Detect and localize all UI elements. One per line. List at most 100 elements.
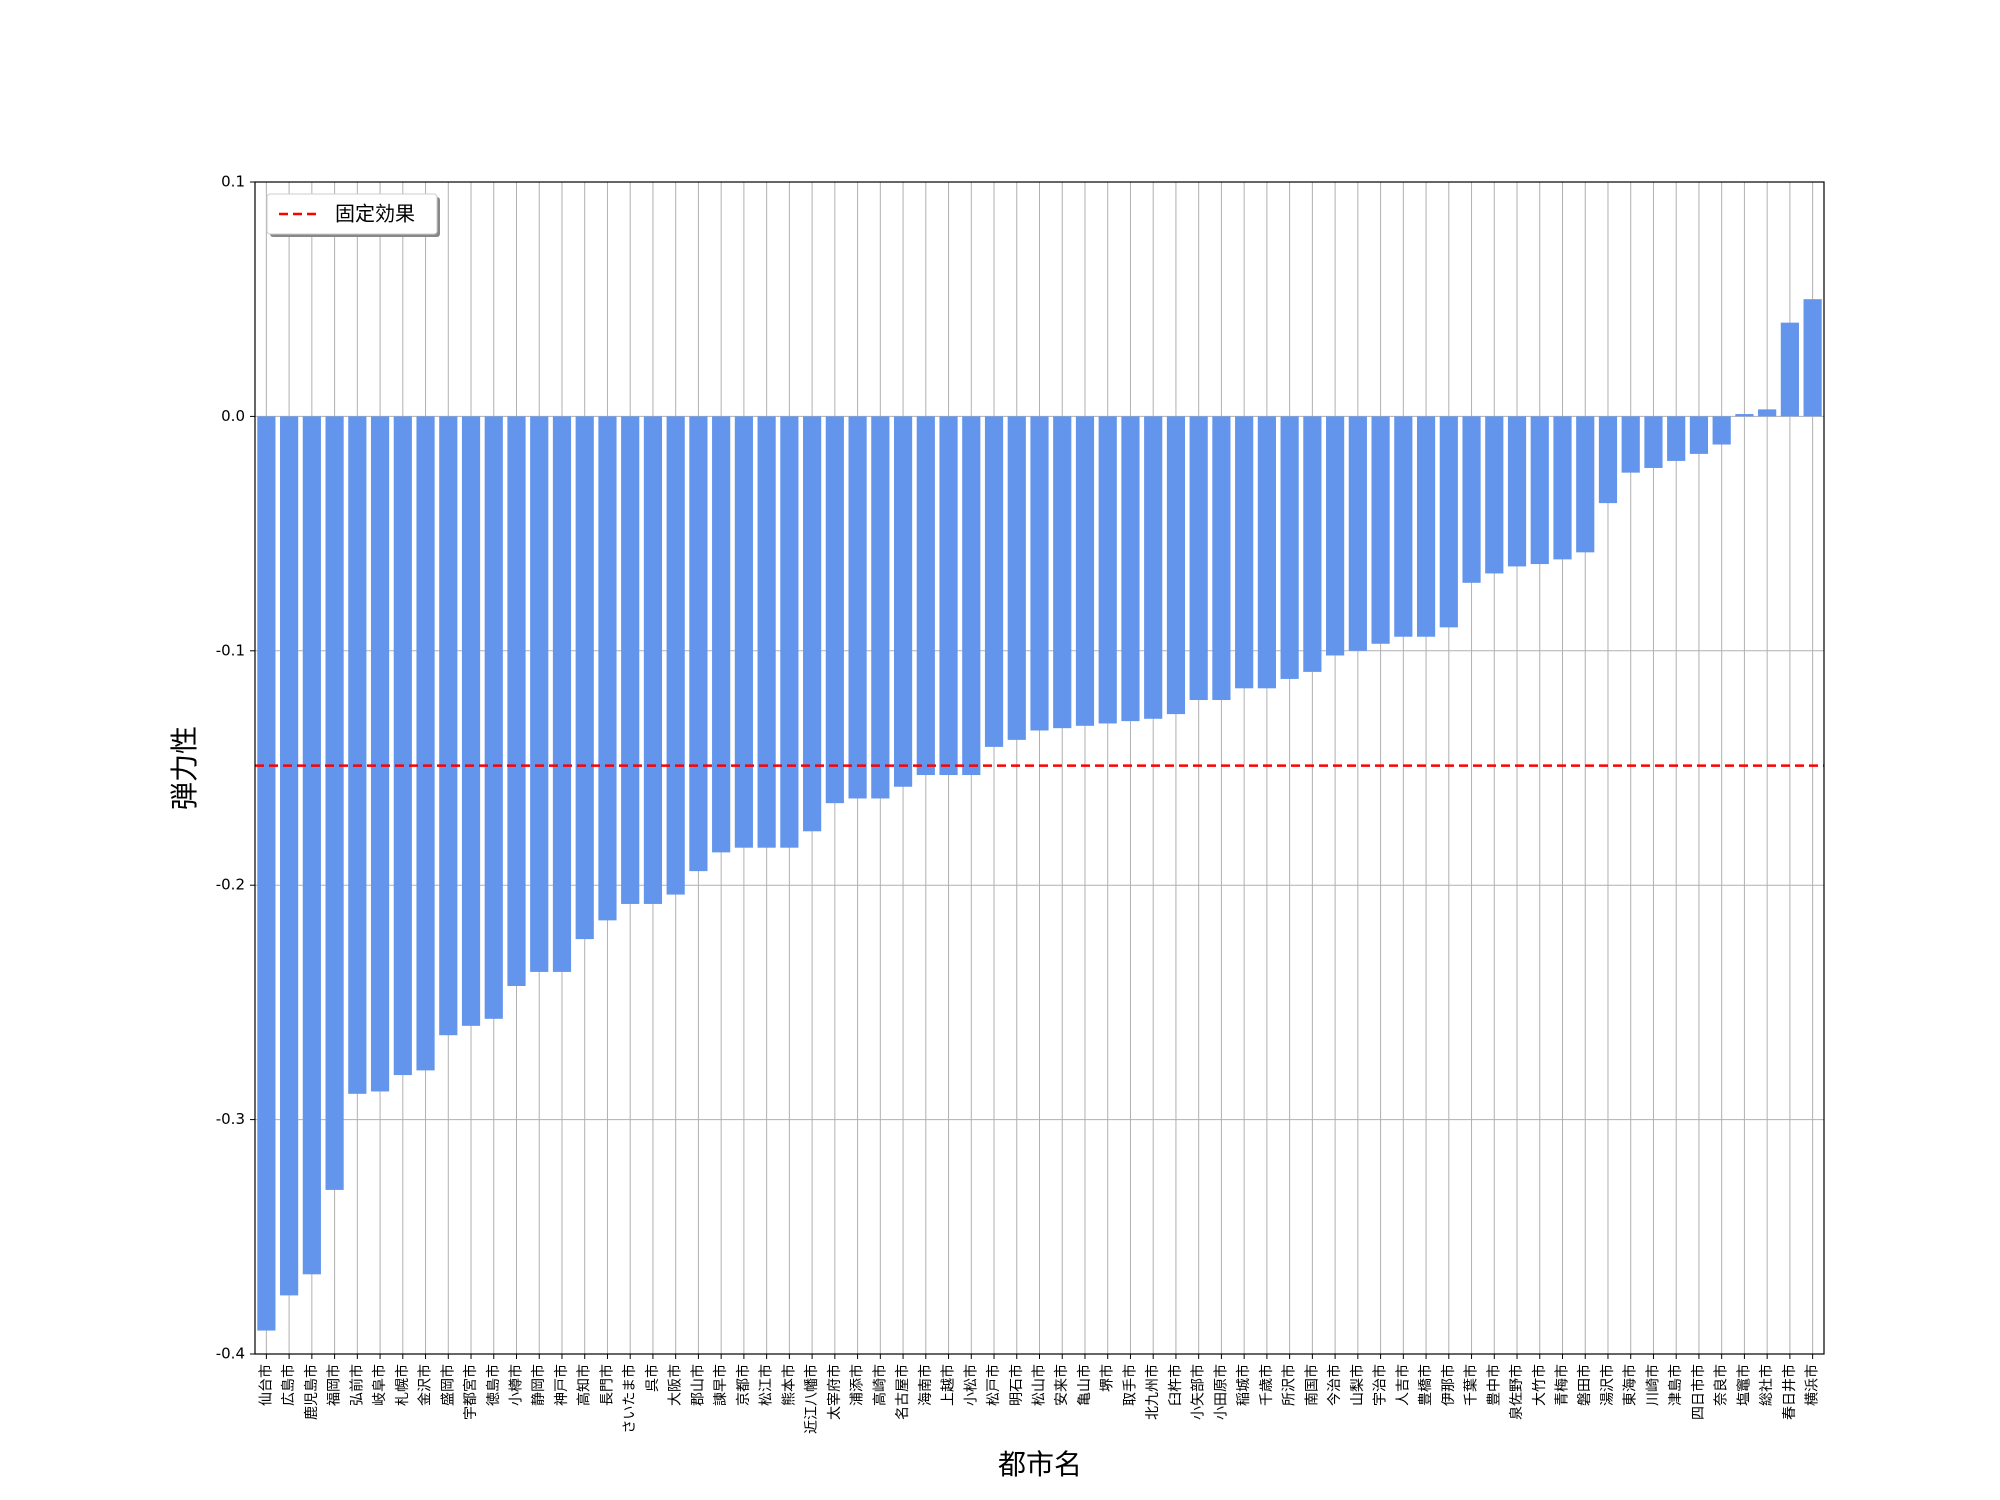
bar	[1348, 416, 1367, 651]
x-tick-label: 今治市	[1326, 1364, 1343, 1406]
bar	[507, 416, 526, 986]
bar	[1394, 416, 1413, 637]
x-tick-label: 上越市	[940, 1364, 957, 1406]
x-tick-label: 取手市	[1121, 1364, 1138, 1406]
x-tick-label: 人吉市	[1394, 1364, 1411, 1406]
bar	[575, 416, 594, 940]
y-tick-label: -0.4	[216, 1345, 245, 1363]
x-tick-label: 太宰府市	[826, 1364, 843, 1420]
x-tick-label: 高崎市	[871, 1364, 888, 1406]
y-tick-label: -0.3	[216, 1110, 245, 1128]
x-tick-label: 盛岡市	[439, 1364, 456, 1406]
x-tick-label: 東海市	[1622, 1364, 1639, 1406]
x-tick-label: 伊那市	[1440, 1364, 1457, 1406]
bar	[1257, 416, 1276, 689]
bar	[348, 416, 367, 1094]
bar	[712, 416, 731, 853]
bar	[598, 416, 617, 921]
x-tick-label: 山梨市	[1349, 1364, 1366, 1406]
bar	[666, 416, 685, 895]
bar	[803, 416, 822, 832]
bar	[1553, 416, 1572, 560]
x-tick-label: 長門市	[598, 1364, 615, 1406]
x-tick-label: 弘前市	[348, 1364, 365, 1406]
bar	[1598, 416, 1618, 504]
x-tick-label: 奈良市	[1713, 1364, 1730, 1406]
y-tick-label: -0.1	[216, 641, 245, 659]
bar	[1235, 416, 1254, 689]
bar	[916, 416, 935, 776]
bar	[1053, 416, 1072, 729]
bar	[757, 416, 776, 848]
bar	[1576, 416, 1595, 553]
bar	[1485, 416, 1504, 574]
bar	[1416, 416, 1436, 637]
x-tick-label: 所沢市	[1281, 1364, 1298, 1406]
y-tick-label: 0.1	[221, 173, 245, 191]
bar	[780, 416, 799, 848]
bar	[689, 416, 708, 872]
bar	[1644, 416, 1663, 468]
bar	[530, 416, 549, 972]
x-tick-label: 千葉市	[1463, 1364, 1480, 1406]
x-tick-label: 熊本市	[780, 1364, 797, 1406]
x-tick-label: 鹿児島市	[303, 1364, 320, 1420]
bar	[1212, 416, 1231, 701]
x-tick-label: 金沢市	[417, 1364, 434, 1406]
x-tick-label: 千歳市	[1258, 1364, 1275, 1406]
x-tick-label: 安来市	[1053, 1364, 1070, 1406]
bar	[1667, 416, 1686, 461]
x-tick-label: 宇都宮市	[462, 1364, 479, 1420]
x-tick-label: 小松市	[962, 1364, 979, 1406]
bar	[1121, 416, 1140, 722]
bar	[1439, 416, 1458, 628]
x-tick-label: 春日井市	[1781, 1364, 1798, 1420]
bar	[825, 416, 844, 804]
x-tick-label: 総社市	[1758, 1364, 1775, 1406]
bar	[893, 416, 913, 787]
bar	[1007, 416, 1026, 740]
bar	[1030, 416, 1049, 731]
x-tick-label: 仙台市	[257, 1364, 274, 1406]
x-tick-label: 諫早市	[712, 1364, 729, 1406]
x-tick-label: 近江八幡市	[803, 1364, 820, 1434]
x-tick-label: 塩竈市	[1735, 1364, 1752, 1406]
bar	[643, 416, 663, 904]
x-tick-label: 磐田市	[1576, 1364, 1593, 1406]
x-tick-label: 福岡市	[326, 1364, 343, 1406]
bar	[1326, 416, 1345, 656]
x-tick-label: 稲城市	[1235, 1364, 1252, 1406]
legend-label: 固定効果	[335, 202, 415, 226]
bar	[1712, 416, 1731, 445]
bar	[552, 416, 572, 972]
x-tick-label: 徳島市	[485, 1364, 502, 1406]
x-tick-label: 海南市	[917, 1364, 934, 1406]
bar	[1803, 299, 1822, 417]
x-tick-label: 亀山市	[1076, 1364, 1093, 1406]
x-tick-label: 明石市	[1008, 1364, 1025, 1406]
x-tick-label: 大阪市	[667, 1364, 684, 1406]
x-tick-label: 高知市	[576, 1364, 593, 1406]
y-tick-label: 0.0	[221, 407, 245, 425]
plot-frame	[254, 181, 1825, 1355]
bar	[1280, 416, 1299, 679]
x-tick-label: 泉佐野市	[1508, 1364, 1525, 1420]
bar	[1621, 416, 1640, 473]
bar	[1371, 416, 1390, 644]
bar	[393, 416, 412, 1076]
x-tick-label: 津島市	[1667, 1364, 1684, 1406]
x-tick-label: 臼杵市	[1167, 1364, 1184, 1406]
x-axis-label: 都市名	[998, 1448, 1082, 1481]
x-tick-label: 湯沢市	[1599, 1364, 1616, 1406]
x-tick-label: 札幌市	[394, 1364, 411, 1406]
x-tick-label: さいたま市	[621, 1364, 638, 1434]
x-tick-label: 広島市	[280, 1364, 297, 1406]
x-tick-label: 大竹市	[1531, 1364, 1548, 1406]
x-tick-label: 京都市	[735, 1364, 752, 1406]
bar	[257, 416, 276, 1331]
bar	[461, 416, 481, 1026]
bar	[302, 416, 321, 1275]
x-tick-label: 松戸市	[985, 1364, 1002, 1406]
x-tick-label: 川崎市	[1644, 1364, 1661, 1406]
x-tick-label: 郡山市	[689, 1364, 706, 1406]
